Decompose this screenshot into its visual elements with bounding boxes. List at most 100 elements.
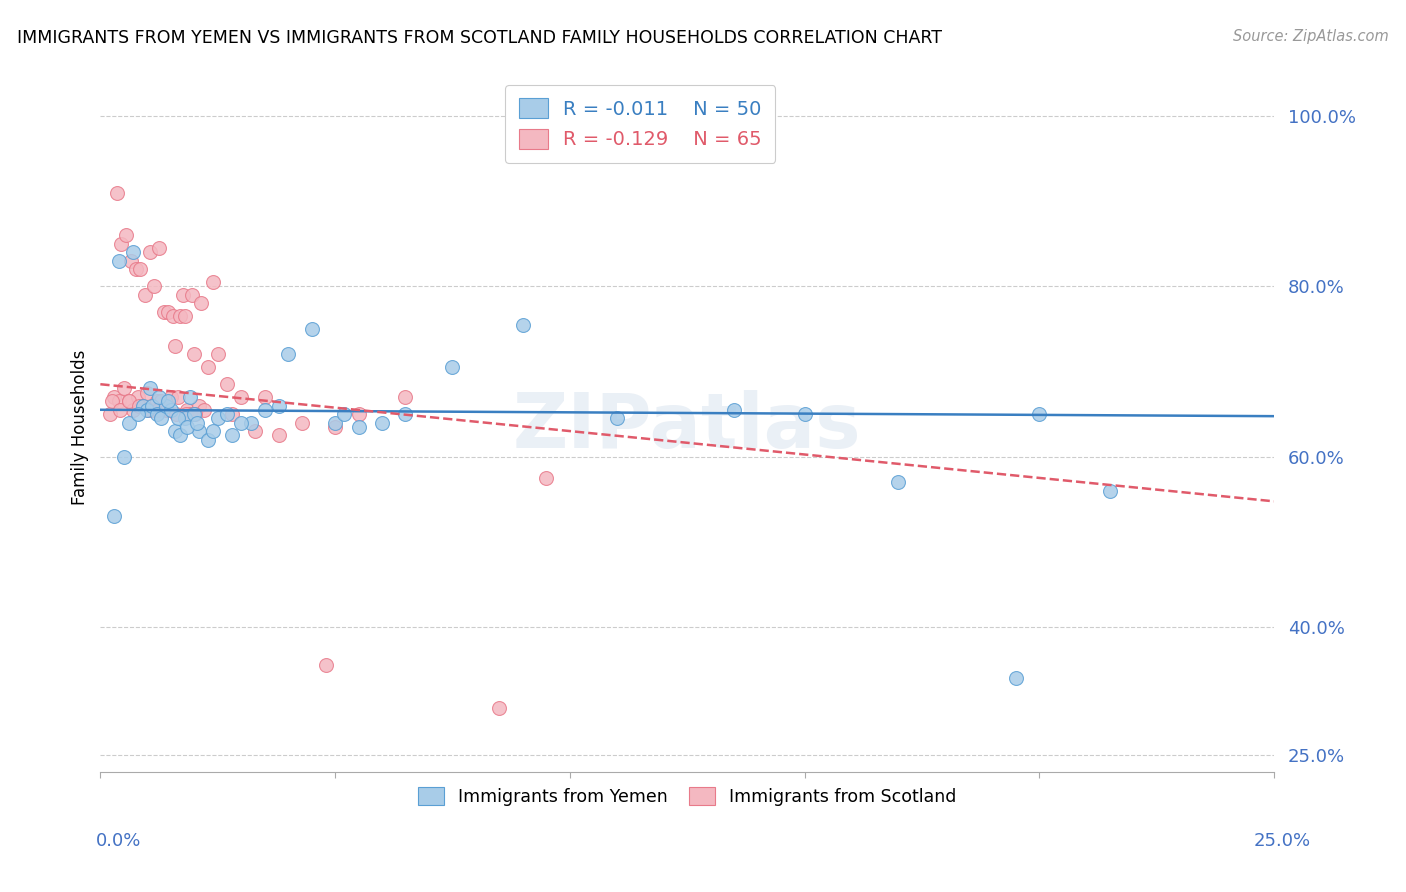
Text: IMMIGRANTS FROM YEMEN VS IMMIGRANTS FROM SCOTLAND FAMILY HOUSEHOLDS CORRELATION : IMMIGRANTS FROM YEMEN VS IMMIGRANTS FROM… <box>17 29 942 46</box>
Point <box>187 424 209 438</box>
Point <box>202 424 225 438</box>
Point <box>174 407 197 421</box>
Point <box>148 390 170 404</box>
Point <box>371 416 394 430</box>
Point <box>146 402 169 417</box>
Point <box>221 407 243 421</box>
Point <box>347 419 370 434</box>
Point <box>165 339 187 353</box>
Point <box>117 416 139 430</box>
Point <box>166 411 188 425</box>
Point <box>333 407 356 421</box>
Point <box>267 428 290 442</box>
Point <box>394 390 416 404</box>
Point <box>176 402 198 417</box>
Point <box>169 309 191 323</box>
Point <box>138 382 160 396</box>
Point <box>221 428 243 442</box>
Point <box>150 394 173 409</box>
Point <box>115 228 138 243</box>
Point <box>136 402 159 417</box>
Point <box>173 309 195 323</box>
Point <box>166 390 188 404</box>
Point <box>103 390 125 404</box>
Point <box>105 186 128 200</box>
Point <box>1004 671 1026 685</box>
Point <box>186 416 208 430</box>
Point <box>110 236 132 251</box>
Point <box>157 394 180 409</box>
Point <box>131 399 153 413</box>
Point <box>202 275 225 289</box>
Point <box>291 416 314 430</box>
Point <box>98 407 121 421</box>
Point <box>127 390 149 404</box>
Point <box>253 402 276 417</box>
Point <box>136 385 159 400</box>
Point <box>179 407 201 421</box>
Point <box>245 424 267 438</box>
Point <box>267 399 290 413</box>
Point <box>323 416 346 430</box>
Legend: Immigrants from Yemen, Immigrants from Scotland: Immigrants from Yemen, Immigrants from S… <box>409 779 965 814</box>
Point <box>101 394 124 409</box>
Point <box>239 416 262 430</box>
Point <box>122 245 145 260</box>
Point <box>141 402 163 417</box>
Point <box>128 399 150 413</box>
Point <box>887 475 910 490</box>
Point <box>131 399 153 413</box>
Point <box>169 428 191 442</box>
Point <box>159 402 181 417</box>
Point <box>183 407 205 421</box>
Point <box>155 399 177 413</box>
Point <box>118 394 141 409</box>
Point <box>1028 407 1050 421</box>
Point <box>165 424 187 438</box>
Point <box>122 402 145 417</box>
Y-axis label: Family Households: Family Households <box>72 349 89 505</box>
Point <box>277 347 299 361</box>
Text: Source: ZipAtlas.com: Source: ZipAtlas.com <box>1233 29 1389 44</box>
Point <box>157 305 180 319</box>
Point <box>723 402 745 417</box>
Point <box>162 309 184 323</box>
Point <box>323 419 346 434</box>
Point <box>606 411 628 425</box>
Point <box>108 253 131 268</box>
Point <box>301 322 323 336</box>
Text: 0.0%: 0.0% <box>96 832 141 850</box>
Point <box>103 509 125 524</box>
Point <box>156 402 179 417</box>
Point <box>315 658 337 673</box>
Point <box>120 253 142 268</box>
Point <box>1098 483 1121 498</box>
Point <box>112 450 135 464</box>
Point <box>187 399 209 413</box>
Point <box>197 433 219 447</box>
Text: 25.0%: 25.0% <box>1253 832 1310 850</box>
Point <box>394 407 416 421</box>
Point <box>165 407 187 421</box>
Point <box>127 407 149 421</box>
Point <box>172 288 194 302</box>
Point <box>231 416 253 430</box>
Point <box>159 390 181 404</box>
Point <box>138 245 160 260</box>
Point <box>148 241 170 255</box>
Point <box>124 262 146 277</box>
Point <box>136 402 159 417</box>
Point <box>155 402 177 417</box>
Point <box>145 394 167 409</box>
Point <box>143 279 166 293</box>
Point <box>217 377 239 392</box>
Point <box>536 471 558 485</box>
Point <box>184 407 207 421</box>
Point <box>207 411 229 425</box>
Point <box>193 402 215 417</box>
Point <box>488 701 510 715</box>
Point <box>190 296 212 310</box>
Point <box>179 390 201 404</box>
Point <box>152 305 174 319</box>
Point <box>793 407 815 421</box>
